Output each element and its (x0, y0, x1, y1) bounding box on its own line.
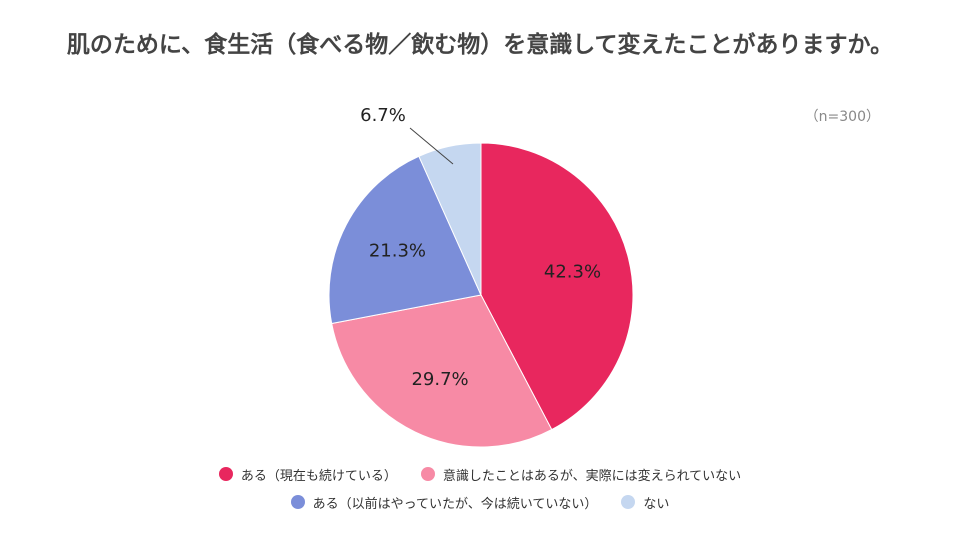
slice-past (328, 155, 482, 325)
legend: ある（現在も続けている） 意識したことはあるが、実際には変えられていない ある（… (0, 462, 960, 518)
legend-item-not-changed: 意識したことはあるが、実際には変えられていない (420, 465, 742, 484)
data-label-not-changed: 29.7% (411, 369, 468, 390)
legend-swatch-not-changed (420, 467, 435, 481)
legend-row-1: ある（現在も続けている） 意識したことはあるが、実際には変えられていない (0, 462, 960, 486)
data-label-none: 6.7% (360, 105, 406, 126)
slice-none (418, 142, 482, 296)
legend-swatch-current (218, 467, 233, 481)
legend-label-none: ない (643, 496, 670, 512)
legend-item-past: ある（以前はやっていたが、今は続いていない） (290, 493, 598, 512)
data-label-current: 42.3% (544, 261, 601, 282)
legend-swatch-none (621, 495, 636, 509)
slice-not-changed (331, 294, 553, 448)
leader-line-none (409, 127, 454, 165)
sample-size-label: （n=300） (804, 109, 880, 125)
legend-swatch-past (290, 495, 305, 509)
legend-label-past: ある（以前はやっていたが、今は続いていない） (312, 496, 598, 512)
legend-item-current: ある（現在も続けている） (218, 465, 397, 484)
legend-row-2: ある（以前はやっていたが、今は続いていない） ない (0, 490, 960, 514)
legend-label-not-changed: 意識したことはあるが、実際には変えられていない (442, 468, 742, 484)
data-label-past: 21.3% (369, 240, 426, 261)
chart-title: 肌のために、食生活（食べる物／飲む物）を意識して変えたことがありますか。 (66, 32, 894, 58)
legend-item-none: ない (621, 493, 669, 512)
slice-current (480, 142, 634, 431)
legend-label-current: ある（現在も続けている） (240, 468, 397, 484)
